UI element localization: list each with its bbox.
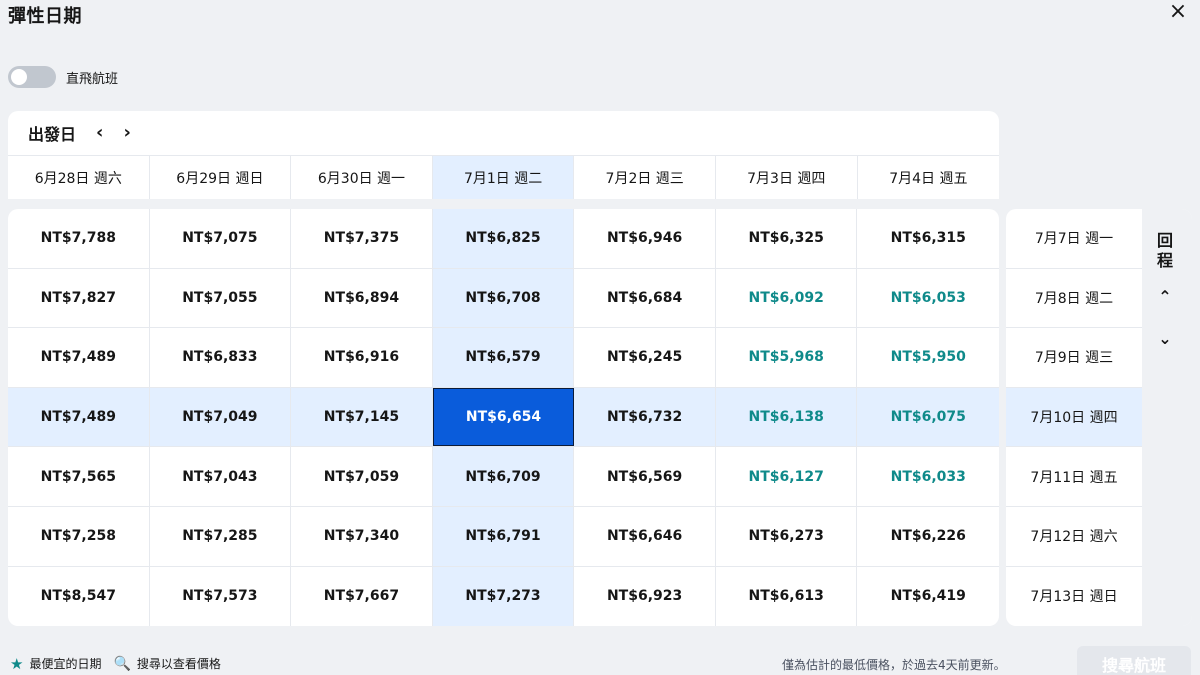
departure-dates: 6月28日 週六 6月29日 週日 6月30日 週一 7月1日 週二 7月2日 週三 7月… <box>8 155 1000 199</box>
price-cell[interactable]: NT$6,916 <box>291 328 433 387</box>
departure-date[interactable]: 7月4日 週五 <box>857 155 1000 199</box>
price-cell[interactable]: NT$8,547 <box>8 566 150 626</box>
price-cell[interactable]: NT$6,419 <box>890 588 966 605</box>
price-cell[interactable]: NT$6,569 <box>574 447 716 506</box>
return-panel: 7月7日 週一 7月8日 週二 7月9日 週三 7月10日 週四 7月11日 週五 7月1… <box>1006 209 1192 626</box>
price-row: NT$7,788 NT$7,075 NT$7,375 NT$6,825 NT$6,946… <box>8 209 999 269</box>
chevron-down-icon[interactable]: ⌄ <box>1158 329 1172 348</box>
price-cell[interactable]: NT$6,138 <box>715 387 858 447</box>
search-flights-button[interactable]: 搜尋航班 <box>1077 646 1191 675</box>
departure-date[interactable]: 6月30日 週一 <box>291 155 433 199</box>
price-cell[interactable]: NT$7,573 <box>150 566 292 626</box>
price-row: NT$7,827 NT$7,055 NT$6,894 NT$6,708 NT$6,684… <box>8 268 999 329</box>
price-cell[interactable]: NT$7,049 <box>149 387 292 447</box>
price-cell[interactable]: NT$7,285 <box>150 506 292 566</box>
price-cell[interactable]: NT$7,055 <box>150 268 292 328</box>
direct-flights-toggle[interactable] <box>8 66 56 88</box>
return-date[interactable]: 7月9日 週三 <box>1006 328 1142 388</box>
price-cell[interactable]: NT$6,923 <box>574 566 716 626</box>
price-cell[interactable]: NT$7,059 <box>291 447 433 506</box>
chevron-right-icon[interactable]: › <box>123 122 131 143</box>
price-cell[interactable]: NT$7,340 <box>291 506 433 566</box>
legend: ★ 最便宜的日期 🔍 搜尋以查看價格 <box>10 655 221 672</box>
price-cell[interactable]: NT$5,950 <box>890 349 966 366</box>
price-cell[interactable]: NT$7,145 <box>291 387 433 447</box>
price-cell[interactable]: NT$6,053 <box>890 289 966 306</box>
return-date[interactable]: 7月10日 週四 <box>1006 387 1142 448</box>
price-row: NT$7,565 NT$7,043 NT$7,059 NT$6,709 NT$6,569… <box>8 447 999 507</box>
price-cell[interactable]: NT$6,894 <box>291 268 433 328</box>
price-cell[interactable]: NT$6,708 <box>432 268 575 328</box>
chevron-up-icon[interactable]: ⌃ <box>1158 287 1172 306</box>
return-date[interactable]: 7月12日 週六 <box>1006 507 1142 567</box>
price-cell[interactable]: NT$6,732 <box>574 387 716 447</box>
price-cell[interactable]: NT$6,946 <box>574 209 716 268</box>
chevron-left-icon[interactable]: ‹ <box>96 122 104 143</box>
star-icon: ★ <box>10 654 24 673</box>
price-cell[interactable]: NT$6,033 <box>890 468 966 485</box>
toggle-knob <box>11 69 27 85</box>
return-date[interactable]: 7月13日 週日 <box>1030 589 1118 606</box>
return-date[interactable]: 7月7日 週一 <box>1006 209 1142 269</box>
departure-date[interactable]: 7月2日 週三 <box>574 155 716 199</box>
return-dates: 7月7日 週一 7月8日 週二 7月9日 週三 7月10日 週四 7月11日 週五 7月1… <box>1006 209 1142 626</box>
price-cell[interactable]: NT$6,092 <box>716 268 858 328</box>
update-note: 僅為估計的最低價格，於過去4天前更新。 <box>782 658 1006 672</box>
price-cell[interactable]: NT$6,226 <box>890 528 966 545</box>
price-cell[interactable]: NT$7,489 <box>8 328 150 387</box>
price-grid: NT$7,788 NT$7,075 NT$7,375 NT$6,825 NT$6,946… <box>8 209 999 626</box>
departure-panel: 出發日 ‹ › 6月28日 週六 6月29日 週日 6月30日 週一 7月1日 週二 7… <box>8 111 1000 199</box>
price-cell[interactable]: NT$6,613 <box>716 566 858 626</box>
page-title: 彈性日期 <box>8 6 82 27</box>
price-cell[interactable]: NT$7,667 <box>291 566 433 626</box>
price-cell[interactable]: NT$6,684 <box>574 268 716 328</box>
price-cell[interactable]: NT$6,825 <box>432 209 575 268</box>
departure-header: 出發日 ‹ › <box>28 121 131 145</box>
price-row: NT$7,489 NT$6,833 NT$6,916 NT$6,579 NT$6,245… <box>8 328 999 388</box>
price-cell[interactable]: NT$7,258 <box>8 506 150 566</box>
direct-flights-label: 直飛航班 <box>66 71 119 87</box>
return-date[interactable]: 7月8日 週二 <box>1006 269 1142 329</box>
price-cell[interactable]: NT$6,709 <box>432 447 575 506</box>
price-cell[interactable]: NT$7,788 <box>8 209 150 268</box>
price-cell[interactable]: NT$5,968 <box>716 328 858 387</box>
price-row: NT$7,258 NT$7,285 NT$7,340 NT$6,791 NT$6,646… <box>8 506 999 567</box>
price-cell[interactable]: NT$7,375 <box>291 209 433 268</box>
price-cell[interactable]: NT$6,791 <box>432 506 575 566</box>
price-cell[interactable]: NT$7,075 <box>150 209 292 268</box>
departure-date[interactable]: 7月3日 週四 <box>715 155 858 199</box>
departure-label: 出發日 <box>28 125 77 144</box>
return-date[interactable]: 7月11日 週五 <box>1006 447 1142 507</box>
price-cell[interactable]: NT$7,273 <box>432 566 575 626</box>
close-icon[interactable]: × <box>1168 0 1188 24</box>
direct-flights-filter: 直飛航班 <box>8 66 118 88</box>
price-row: NT$8,547 NT$7,573 NT$7,667 NT$7,273 NT$6,923… <box>8 566 999 626</box>
price-cell[interactable]: NT$6,273 <box>716 506 858 566</box>
search-icon: 🔍 <box>113 655 131 672</box>
price-row: NT$7,489 NT$7,049 NT$7,145 NT$6,654 NT$6,732… <box>8 387 999 448</box>
departure-date[interactable]: 6月29日 週日 <box>149 155 292 199</box>
price-cell[interactable]: NT$6,245 <box>574 328 716 387</box>
price-cell[interactable]: NT$7,827 <box>8 268 150 328</box>
price-cell[interactable]: NT$7,565 <box>8 447 150 506</box>
departure-date[interactable]: 7月1日 週二 <box>432 155 575 199</box>
price-cell[interactable]: NT$6,579 <box>432 328 575 387</box>
search-hint-label: 搜尋以查看價格 <box>136 657 221 671</box>
price-cell[interactable]: NT$6,325 <box>716 209 858 268</box>
price-cell[interactable]: NT$6,654 <box>432 387 575 447</box>
return-side: 回程 ⌃ ⌄ <box>1142 209 1192 626</box>
price-cell[interactable]: NT$6,646 <box>574 506 716 566</box>
departure-date[interactable]: 6月28日 週六 <box>8 155 150 199</box>
price-cell[interactable]: NT$7,489 <box>8 387 150 447</box>
price-cell[interactable]: NT$6,833 <box>150 328 292 387</box>
price-cell[interactable]: NT$6,075 <box>857 387 999 447</box>
price-cell[interactable]: NT$7,043 <box>150 447 292 506</box>
return-label: 回程 <box>1156 231 1173 270</box>
cheapest-legend-label: 最便宜的日期 <box>29 657 102 671</box>
price-cell[interactable]: NT$6,127 <box>716 447 858 506</box>
price-cell[interactable]: NT$6,315 <box>890 230 966 247</box>
